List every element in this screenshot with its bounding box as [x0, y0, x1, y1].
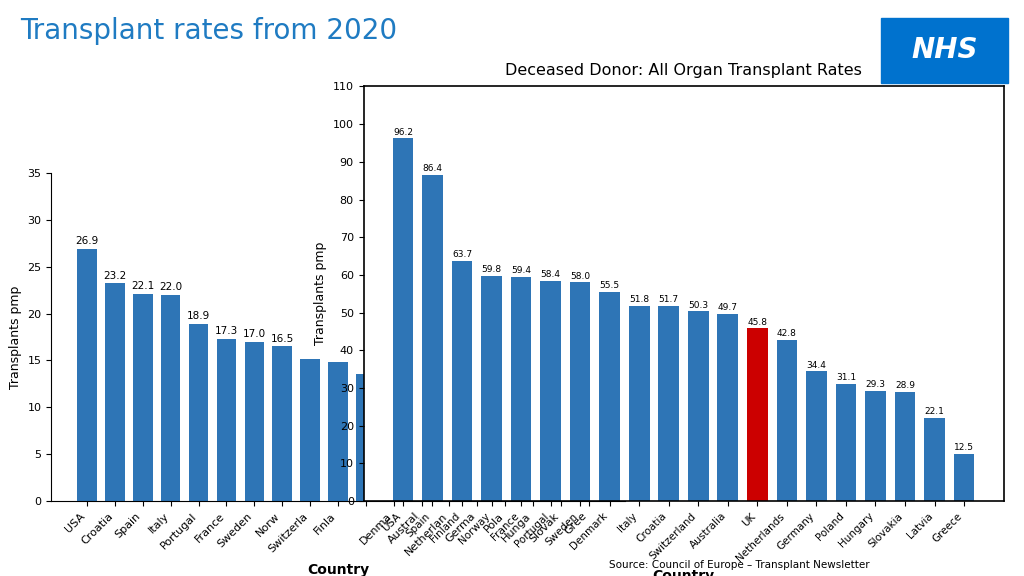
- Text: Blood and Transplant: Blood and Transplant: [776, 119, 975, 137]
- Bar: [217, 339, 237, 501]
- Text: 50.3: 50.3: [688, 301, 709, 309]
- Bar: [300, 358, 319, 501]
- Bar: [688, 312, 709, 501]
- Bar: [551, 422, 570, 501]
- Text: 42.8: 42.8: [777, 329, 797, 338]
- Bar: [105, 283, 125, 501]
- Bar: [481, 276, 502, 501]
- Text: 28.9: 28.9: [895, 381, 915, 391]
- Bar: [133, 294, 153, 501]
- Bar: [328, 362, 348, 501]
- Bar: [925, 418, 945, 501]
- Bar: [392, 138, 414, 501]
- Bar: [161, 295, 180, 501]
- Text: 55.5: 55.5: [600, 281, 620, 290]
- X-axis label: Country: Country: [307, 563, 369, 576]
- Bar: [188, 324, 208, 501]
- Bar: [629, 306, 649, 501]
- Text: 51.7: 51.7: [658, 295, 679, 304]
- Text: 86.4: 86.4: [423, 165, 442, 173]
- Text: 23.2: 23.2: [103, 271, 127, 281]
- Bar: [412, 391, 431, 501]
- Bar: [579, 434, 599, 501]
- Text: 63.7: 63.7: [452, 250, 472, 259]
- Bar: [569, 282, 591, 501]
- Bar: [422, 175, 442, 501]
- Bar: [245, 342, 264, 501]
- Text: Transplant rates from 2020: Transplant rates from 2020: [20, 17, 397, 46]
- Bar: [523, 415, 543, 501]
- Text: 51.8: 51.8: [629, 295, 649, 304]
- Bar: [496, 409, 515, 501]
- Bar: [953, 454, 975, 501]
- Text: NHS: NHS: [911, 36, 978, 65]
- Text: 59.8: 59.8: [481, 265, 502, 274]
- Title: Deceased Donor: All Organ Transplant Rates: Deceased Donor: All Organ Transplant Rat…: [505, 63, 862, 78]
- Bar: [511, 277, 531, 501]
- Bar: [836, 384, 856, 501]
- Bar: [865, 391, 886, 501]
- Bar: [541, 281, 561, 501]
- FancyBboxPatch shape: [881, 17, 1009, 84]
- Bar: [599, 292, 620, 501]
- Text: 58.0: 58.0: [570, 271, 590, 281]
- Bar: [468, 403, 487, 501]
- Text: 17.0: 17.0: [243, 329, 266, 339]
- Text: 29.3: 29.3: [865, 380, 886, 389]
- Text: 45.8: 45.8: [748, 317, 767, 327]
- Bar: [748, 328, 768, 501]
- Text: Live: Live: [567, 148, 604, 166]
- Bar: [452, 261, 472, 501]
- Y-axis label: Transplants pmp: Transplants pmp: [9, 285, 22, 389]
- Text: 16.5: 16.5: [270, 334, 294, 343]
- Text: 59.4: 59.4: [511, 266, 531, 275]
- Text: 22.1: 22.1: [131, 281, 155, 291]
- Text: 17.3: 17.3: [215, 326, 238, 336]
- Text: 18.9: 18.9: [187, 311, 210, 321]
- Text: 22.0: 22.0: [159, 282, 182, 292]
- Bar: [806, 372, 826, 501]
- Text: 34.4: 34.4: [807, 361, 826, 370]
- Text: 96.2: 96.2: [393, 127, 413, 137]
- Bar: [272, 346, 292, 501]
- Bar: [776, 340, 798, 501]
- Text: 12.5: 12.5: [954, 443, 974, 452]
- X-axis label: Country: Country: [652, 569, 715, 576]
- Bar: [895, 392, 915, 501]
- Text: 22.1: 22.1: [925, 407, 944, 416]
- Y-axis label: Transplants pmp: Transplants pmp: [314, 242, 328, 346]
- Text: Source: Council of Europe – Transplant Newsletter: Source: Council of Europe – Transplant N…: [609, 560, 870, 570]
- Bar: [77, 249, 97, 501]
- Text: 31.1: 31.1: [836, 373, 856, 382]
- Bar: [384, 388, 403, 501]
- Bar: [439, 398, 459, 501]
- Text: 49.7: 49.7: [718, 303, 738, 312]
- Bar: [718, 314, 738, 501]
- Bar: [658, 306, 679, 501]
- Bar: [356, 374, 376, 501]
- Text: 26.9: 26.9: [76, 236, 98, 246]
- Text: 58.4: 58.4: [541, 270, 560, 279]
